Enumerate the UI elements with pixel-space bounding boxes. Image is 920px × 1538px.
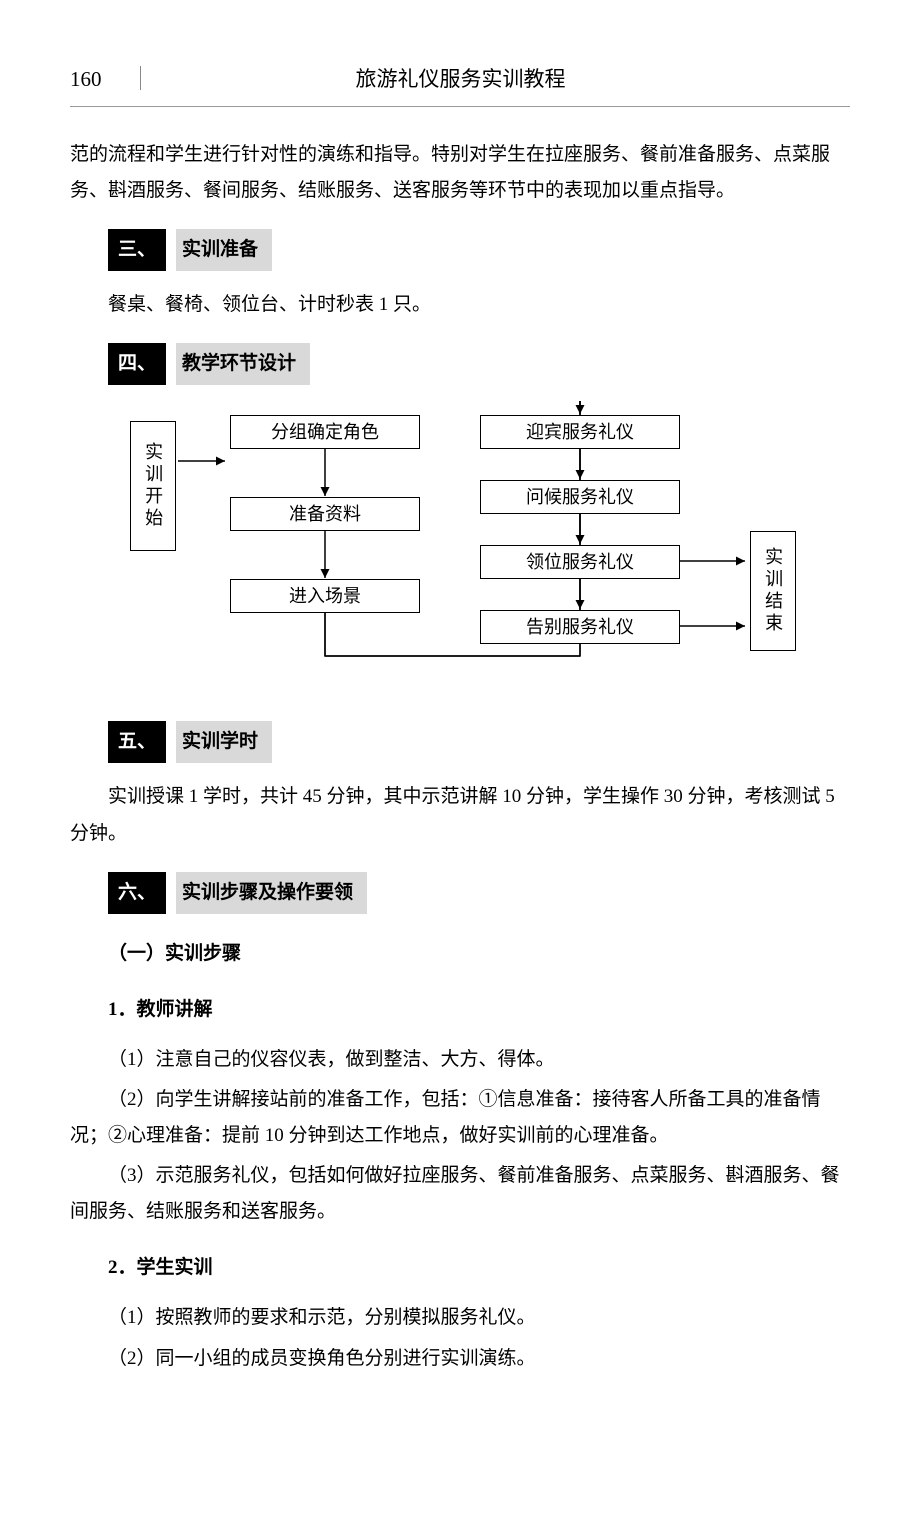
- section-6-head: 六、 实训步骤及操作要领: [108, 872, 850, 914]
- flow-right-3: 告别服务礼仪: [480, 610, 680, 644]
- section-4-title: 教学环节设计: [176, 343, 310, 385]
- section-5-num: 五、: [108, 721, 166, 763]
- section-3-body: 餐桌、餐椅、领位台、计时秒表 1 只。: [70, 287, 850, 323]
- step-1-p2: （2）向学生讲解接站前的准备工作，包括：①信息准备：接待客人所备工具的准备情况；…: [70, 1082, 850, 1154]
- flow-right-1: 问候服务礼仪: [480, 480, 680, 514]
- step-1-p3: （3）示范服务礼仪，包括如何做好拉座服务、餐前准备服务、点菜服务、斟酒服务、餐间…: [70, 1158, 850, 1230]
- flow-start: 实训开始: [130, 421, 176, 551]
- section-4-num: 四、: [108, 343, 166, 385]
- section-4-head: 四、 教学环节设计: [108, 343, 850, 385]
- section-3-title: 实训准备: [176, 229, 272, 271]
- page-root: 160 旅游礼仪服务实训教程 范的流程和学生进行针对性的演练和指导。特别对学生在…: [0, 0, 920, 1441]
- subsection-1: （一）实训步骤: [70, 936, 850, 972]
- section-3-num: 三、: [108, 229, 166, 271]
- section-6-title: 实训步骤及操作要领: [176, 872, 367, 914]
- step-2-p1: （1）按照教师的要求和示范，分别模拟服务礼仪。: [70, 1300, 850, 1336]
- section-3-head: 三、 实训准备: [108, 229, 850, 271]
- intro-paragraph: 范的流程和学生进行针对性的演练和指导。特别对学生在拉座服务、餐前准备服务、点菜服…: [70, 137, 850, 209]
- page-number: 160: [70, 60, 140, 100]
- step-2-title: 2．学生实训: [70, 1250, 850, 1286]
- header-divider: [140, 66, 141, 90]
- page-header: 160 旅游礼仪服务实训教程: [70, 60, 850, 107]
- section-5-title: 实训学时: [176, 721, 272, 763]
- flow-left-1: 准备资料: [230, 497, 420, 531]
- step-1-p1: （1）注意自己的仪容仪表，做到整洁、大方、得体。: [70, 1042, 850, 1078]
- flow-right-2: 领位服务礼仪: [480, 545, 680, 579]
- section-5-body: 实训授课 1 学时，共计 45 分钟，其中示范讲解 10 分钟，学生操作 30 …: [70, 779, 850, 851]
- section-5-head: 五、 实训学时: [108, 721, 850, 763]
- flowchart: 实训开始 分组确定角色 准备资料 进入场景 迎宾服务礼仪 问候服务礼仪 领位服务…: [90, 401, 850, 701]
- section-6-num: 六、: [108, 872, 166, 914]
- flowchart-lines: [90, 401, 850, 701]
- flow-end: 实训结束: [750, 531, 796, 651]
- step-1-title: 1．教师讲解: [70, 992, 850, 1028]
- step-2-p2: （2）同一小组的成员变换角色分别进行实训演练。: [70, 1341, 850, 1377]
- flow-right-0: 迎宾服务礼仪: [480, 415, 680, 449]
- flow-left-2: 进入场景: [230, 579, 420, 613]
- flow-left-0: 分组确定角色: [230, 415, 420, 449]
- book-title: 旅游礼仪服务实训教程: [161, 60, 850, 100]
